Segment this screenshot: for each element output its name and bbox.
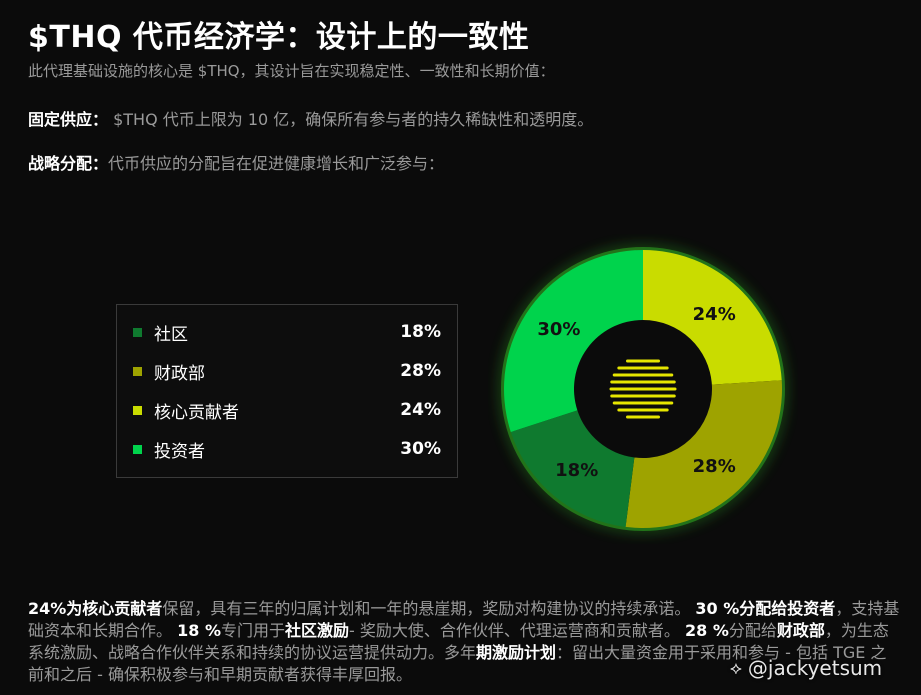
legend-value: 28% bbox=[400, 361, 441, 381]
legend-value: 24% bbox=[400, 400, 441, 420]
core-contributors-percent: 24% bbox=[28, 599, 67, 618]
treasury-text-a: 分配给 bbox=[728, 621, 777, 640]
chart-legend: 社区 18% 财政部 28% 核心贡献者 24% 投资者 30% bbox=[116, 304, 458, 478]
strategic-allocation-text: 代币供应的分配旨在促进健康增长和广泛参与： bbox=[108, 154, 445, 173]
legend-item: 社区 18% bbox=[133, 319, 441, 345]
watermark-handle: @jackyetsum bbox=[747, 656, 883, 680]
legend-label: 核心贡献者 bbox=[154, 402, 239, 423]
core-contributors-subject: 为核心贡献者 bbox=[66, 599, 163, 618]
incentive-plan-subject: 期激励计划 bbox=[476, 643, 557, 662]
legend-item: 投资者 30% bbox=[133, 436, 441, 462]
legend-label: 投资者 bbox=[154, 441, 205, 462]
community-text-b: - 奖励大使、合作伙伴、代理运营商和贡献者。 bbox=[349, 621, 680, 640]
strategic-allocation-lead: 战略分配： bbox=[28, 154, 109, 173]
legend-label: 社区 bbox=[154, 324, 188, 345]
donut-chart: 24% 28% 18% 30% bbox=[501, 247, 785, 531]
treasury-percent: 28 % bbox=[684, 621, 729, 640]
page-subtitle: 此代理基础设施的核心是 $THQ，其设计旨在实现稳定性、一致性和长期价值： bbox=[28, 62, 555, 80]
fixed-supply-text: $THQ 代币上限为 10 亿，确保所有参与者的持久稀缺性和透明度。 bbox=[108, 110, 594, 129]
fixed-supply-lead: 固定供应： bbox=[28, 110, 109, 129]
community-subject: 社区激励 bbox=[285, 621, 350, 640]
treasury-text-b: ，为生态系统激励、战略合作伙伴关系和持续的协议运营提供动力。多年 bbox=[28, 621, 889, 662]
investors-subject: 分配给投资者 bbox=[739, 599, 836, 618]
legend-swatch bbox=[133, 444, 142, 454]
core-contributors-text: 保留，具有三年的归属计划和一年的悬崖期，奖励对构建协议的持续承诺。 bbox=[162, 599, 691, 618]
slice-label: 24% bbox=[693, 304, 736, 325]
donut-slice bbox=[510, 410, 635, 527]
allocation-description: 24%为核心贡献者保留，具有三年的归属计划和一年的悬崖期，奖励对构建协议的持续承… bbox=[28, 598, 900, 686]
donut-slice bbox=[625, 380, 782, 528]
legend-item: 核心贡献者 24% bbox=[133, 397, 441, 423]
incentive-plan-text: ：留出大量资金用于采用和参与 - 包括 TGE 之前和之后 - 确保积极参与和早… bbox=[28, 643, 887, 684]
donut-slice bbox=[504, 250, 643, 432]
legend-swatch bbox=[133, 405, 142, 415]
treasury-subject: 财政部 bbox=[776, 621, 825, 640]
legend-value: 18% bbox=[400, 322, 441, 342]
legend-label: 财政部 bbox=[154, 363, 205, 384]
slice-label: 28% bbox=[693, 456, 736, 477]
investors-percent: 30 % bbox=[695, 599, 740, 618]
donut-slice bbox=[643, 250, 782, 385]
legend-item: 财政部 28% bbox=[133, 358, 441, 384]
fixed-supply-line: 固定供应： $THQ 代币上限为 10 亿，确保所有参与者的持久稀缺性和透明度。 bbox=[28, 106, 593, 130]
legend-swatch bbox=[133, 366, 142, 376]
investors-text: ，支持基础资本和长期合作。 bbox=[28, 599, 900, 640]
legend-swatch bbox=[133, 327, 142, 337]
watermark-logo-icon: ⟡ bbox=[730, 657, 742, 679]
watermark: ⟡ @jackyetsum bbox=[730, 656, 882, 680]
legend-value: 30% bbox=[400, 439, 441, 459]
community-percent: 18 % bbox=[177, 621, 221, 640]
slice-label: 30% bbox=[537, 319, 580, 340]
community-text-a: 专门用于 bbox=[220, 621, 285, 640]
token-logo-icon bbox=[609, 359, 677, 419]
strategic-allocation-line: 战略分配：代币供应的分配旨在促进健康增长和广泛参与： bbox=[28, 150, 444, 174]
slice-label: 18% bbox=[555, 460, 598, 481]
page-title: $THQ 代币经济学：设计上的一致性 bbox=[28, 20, 530, 55]
